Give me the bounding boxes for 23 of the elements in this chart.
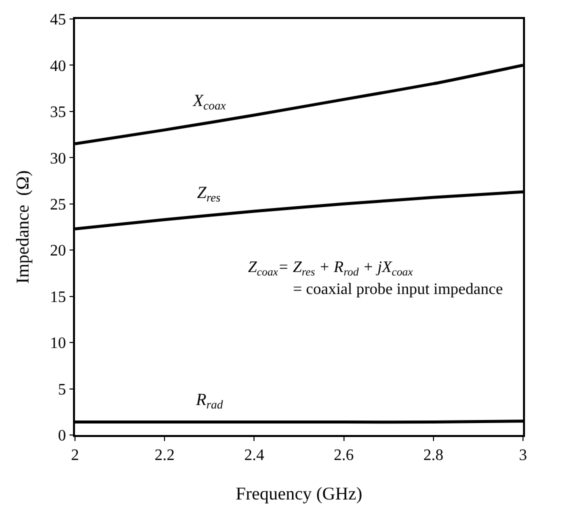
y-tick-label: 20 <box>50 242 66 260</box>
y-axis-title: Impedance (Ω) <box>12 170 32 284</box>
y-tick-label: 10 <box>50 335 66 352</box>
y-tick-label: 45 <box>50 12 66 29</box>
x-axis-title: Frequency (GHz) <box>236 484 362 504</box>
series-label: R$_{rad}$ <box>195 390 223 412</box>
x-tick-label: 3 <box>519 446 527 464</box>
annotation: = coaxial probe input impedance <box>293 281 503 298</box>
y-tick-label: 15 <box>50 288 66 306</box>
y-tick-label: 35 <box>50 104 66 122</box>
y-tick-label: 30 <box>50 150 66 168</box>
y-tick-label: 40 <box>50 58 66 75</box>
x-tick-label: 2 <box>71 446 79 464</box>
y-tick-label: 5 <box>58 381 66 398</box>
y-tick-label: 25 <box>50 196 66 214</box>
y-tick-label: 0 <box>58 428 66 445</box>
series-label: Z$_{res}$ <box>197 183 221 205</box>
annotation: Z$_{coax}$= Z$_{res}$ + R$_{rod}$ + jX$_{coax}$ <box>248 259 413 278</box>
x-tick-label: 2.6 <box>334 446 354 464</box>
x-tick-label: 2.2 <box>154 446 175 464</box>
x-tick-label: 2.4 <box>244 446 264 464</box>
x-tick-label: 2.8 <box>423 446 444 464</box>
series-label: X$_{coax}$ <box>192 91 227 113</box>
